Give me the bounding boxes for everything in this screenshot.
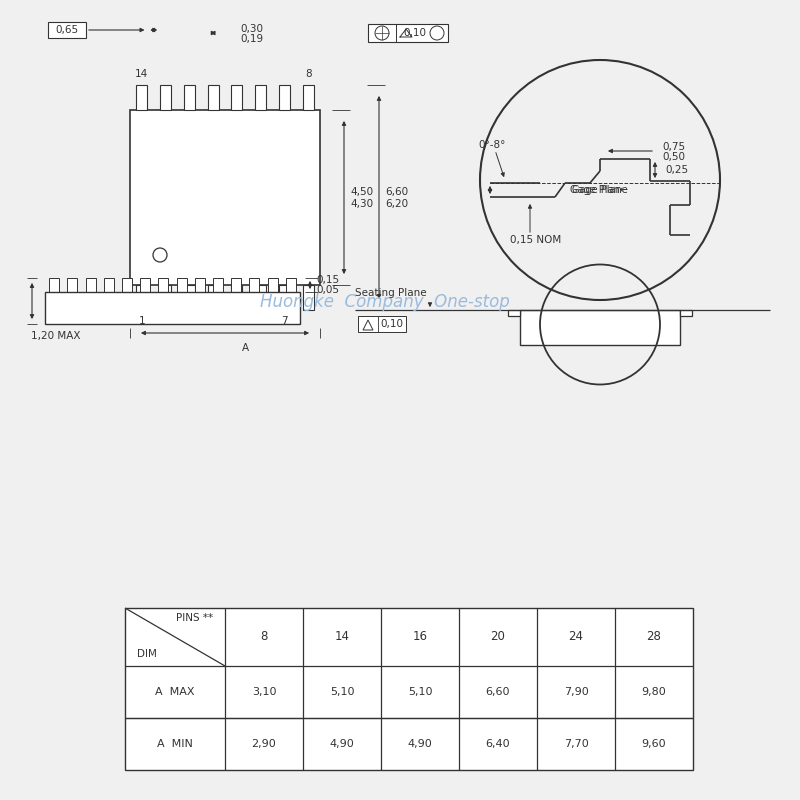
Text: 0,05: 0,05 xyxy=(316,285,339,295)
Bar xyxy=(520,310,680,345)
Bar xyxy=(86,278,95,292)
Text: 4,90: 4,90 xyxy=(330,739,354,749)
Bar xyxy=(302,285,314,310)
Text: 0,15: 0,15 xyxy=(316,275,339,285)
Bar xyxy=(213,278,223,292)
Text: 0,75: 0,75 xyxy=(662,142,685,152)
Bar xyxy=(136,285,147,310)
Text: 9,60: 9,60 xyxy=(642,739,666,749)
Bar xyxy=(48,22,86,38)
Bar xyxy=(279,85,290,110)
Text: 14: 14 xyxy=(334,630,350,643)
Bar xyxy=(104,278,114,292)
Text: 2,90: 2,90 xyxy=(252,739,276,749)
Text: 7,70: 7,70 xyxy=(564,739,588,749)
Bar xyxy=(680,310,692,316)
Bar xyxy=(286,278,296,292)
Text: 0,65: 0,65 xyxy=(55,25,78,35)
Text: 14: 14 xyxy=(135,69,149,79)
Text: 20: 20 xyxy=(490,630,506,643)
Text: 0,19: 0,19 xyxy=(241,34,264,44)
Bar xyxy=(208,85,218,110)
Bar xyxy=(195,278,205,292)
Text: Gage Plane: Gage Plane xyxy=(572,185,628,195)
Text: 0,30: 0,30 xyxy=(241,24,264,34)
Bar xyxy=(158,278,168,292)
Bar xyxy=(49,278,59,292)
Text: 1,20 MAX: 1,20 MAX xyxy=(31,331,81,341)
Text: 1: 1 xyxy=(138,316,145,326)
Bar xyxy=(358,316,406,332)
Text: A: A xyxy=(242,343,249,353)
Text: PINS **: PINS ** xyxy=(177,613,214,623)
Text: 0,25: 0,25 xyxy=(665,165,688,175)
Text: 6,20: 6,20 xyxy=(385,198,408,209)
Text: 0,50: 0,50 xyxy=(662,152,685,162)
Bar xyxy=(45,292,300,324)
Bar xyxy=(231,285,242,310)
Text: 28: 28 xyxy=(646,630,662,643)
Text: 9,80: 9,80 xyxy=(642,687,666,697)
Bar xyxy=(125,608,693,770)
Text: 6,60: 6,60 xyxy=(385,186,408,197)
Text: 8: 8 xyxy=(260,630,268,643)
Text: Seating Plane: Seating Plane xyxy=(355,288,426,298)
Text: DIM: DIM xyxy=(137,649,157,659)
Text: 0,10: 0,10 xyxy=(403,28,426,38)
Bar xyxy=(160,85,171,110)
Text: 4,50: 4,50 xyxy=(350,186,373,197)
Bar xyxy=(140,278,150,292)
Text: 7,90: 7,90 xyxy=(564,687,588,697)
Text: 4,30: 4,30 xyxy=(350,198,373,209)
Bar xyxy=(279,285,290,310)
Bar xyxy=(250,278,259,292)
Text: 4,90: 4,90 xyxy=(408,739,432,749)
Text: 6,40: 6,40 xyxy=(486,739,510,749)
Text: 0,10: 0,10 xyxy=(381,319,403,329)
Bar xyxy=(231,278,242,292)
Bar xyxy=(67,278,78,292)
Bar xyxy=(255,285,266,310)
Bar xyxy=(268,278,278,292)
Bar xyxy=(231,85,242,110)
Text: 3,10: 3,10 xyxy=(252,687,276,697)
Bar xyxy=(136,85,147,110)
Bar xyxy=(130,110,320,285)
Text: A  MIN: A MIN xyxy=(157,739,193,749)
Text: 16: 16 xyxy=(413,630,427,643)
Bar xyxy=(508,310,520,316)
Bar xyxy=(208,285,218,310)
Text: 8: 8 xyxy=(305,69,311,79)
Text: 7: 7 xyxy=(281,316,288,326)
Text: 24: 24 xyxy=(569,630,583,643)
Bar xyxy=(255,85,266,110)
Text: 5,10: 5,10 xyxy=(330,687,354,697)
Polygon shape xyxy=(363,320,373,330)
Bar xyxy=(302,85,314,110)
Bar xyxy=(122,278,132,292)
Bar xyxy=(368,24,448,42)
Text: A  MAX: A MAX xyxy=(155,687,194,697)
Bar xyxy=(177,278,186,292)
Text: 0,15 NOM: 0,15 NOM xyxy=(510,235,562,245)
Text: Huongke  Company  One-stop: Huongke Company One-stop xyxy=(260,293,510,311)
Text: 5,10: 5,10 xyxy=(408,687,432,697)
Bar xyxy=(184,85,195,110)
Bar xyxy=(184,285,195,310)
Text: 6,60: 6,60 xyxy=(486,687,510,697)
Text: Gage Plan←: Gage Plan← xyxy=(570,185,628,195)
Text: 0°-8°: 0°-8° xyxy=(478,140,506,150)
Bar xyxy=(160,285,171,310)
